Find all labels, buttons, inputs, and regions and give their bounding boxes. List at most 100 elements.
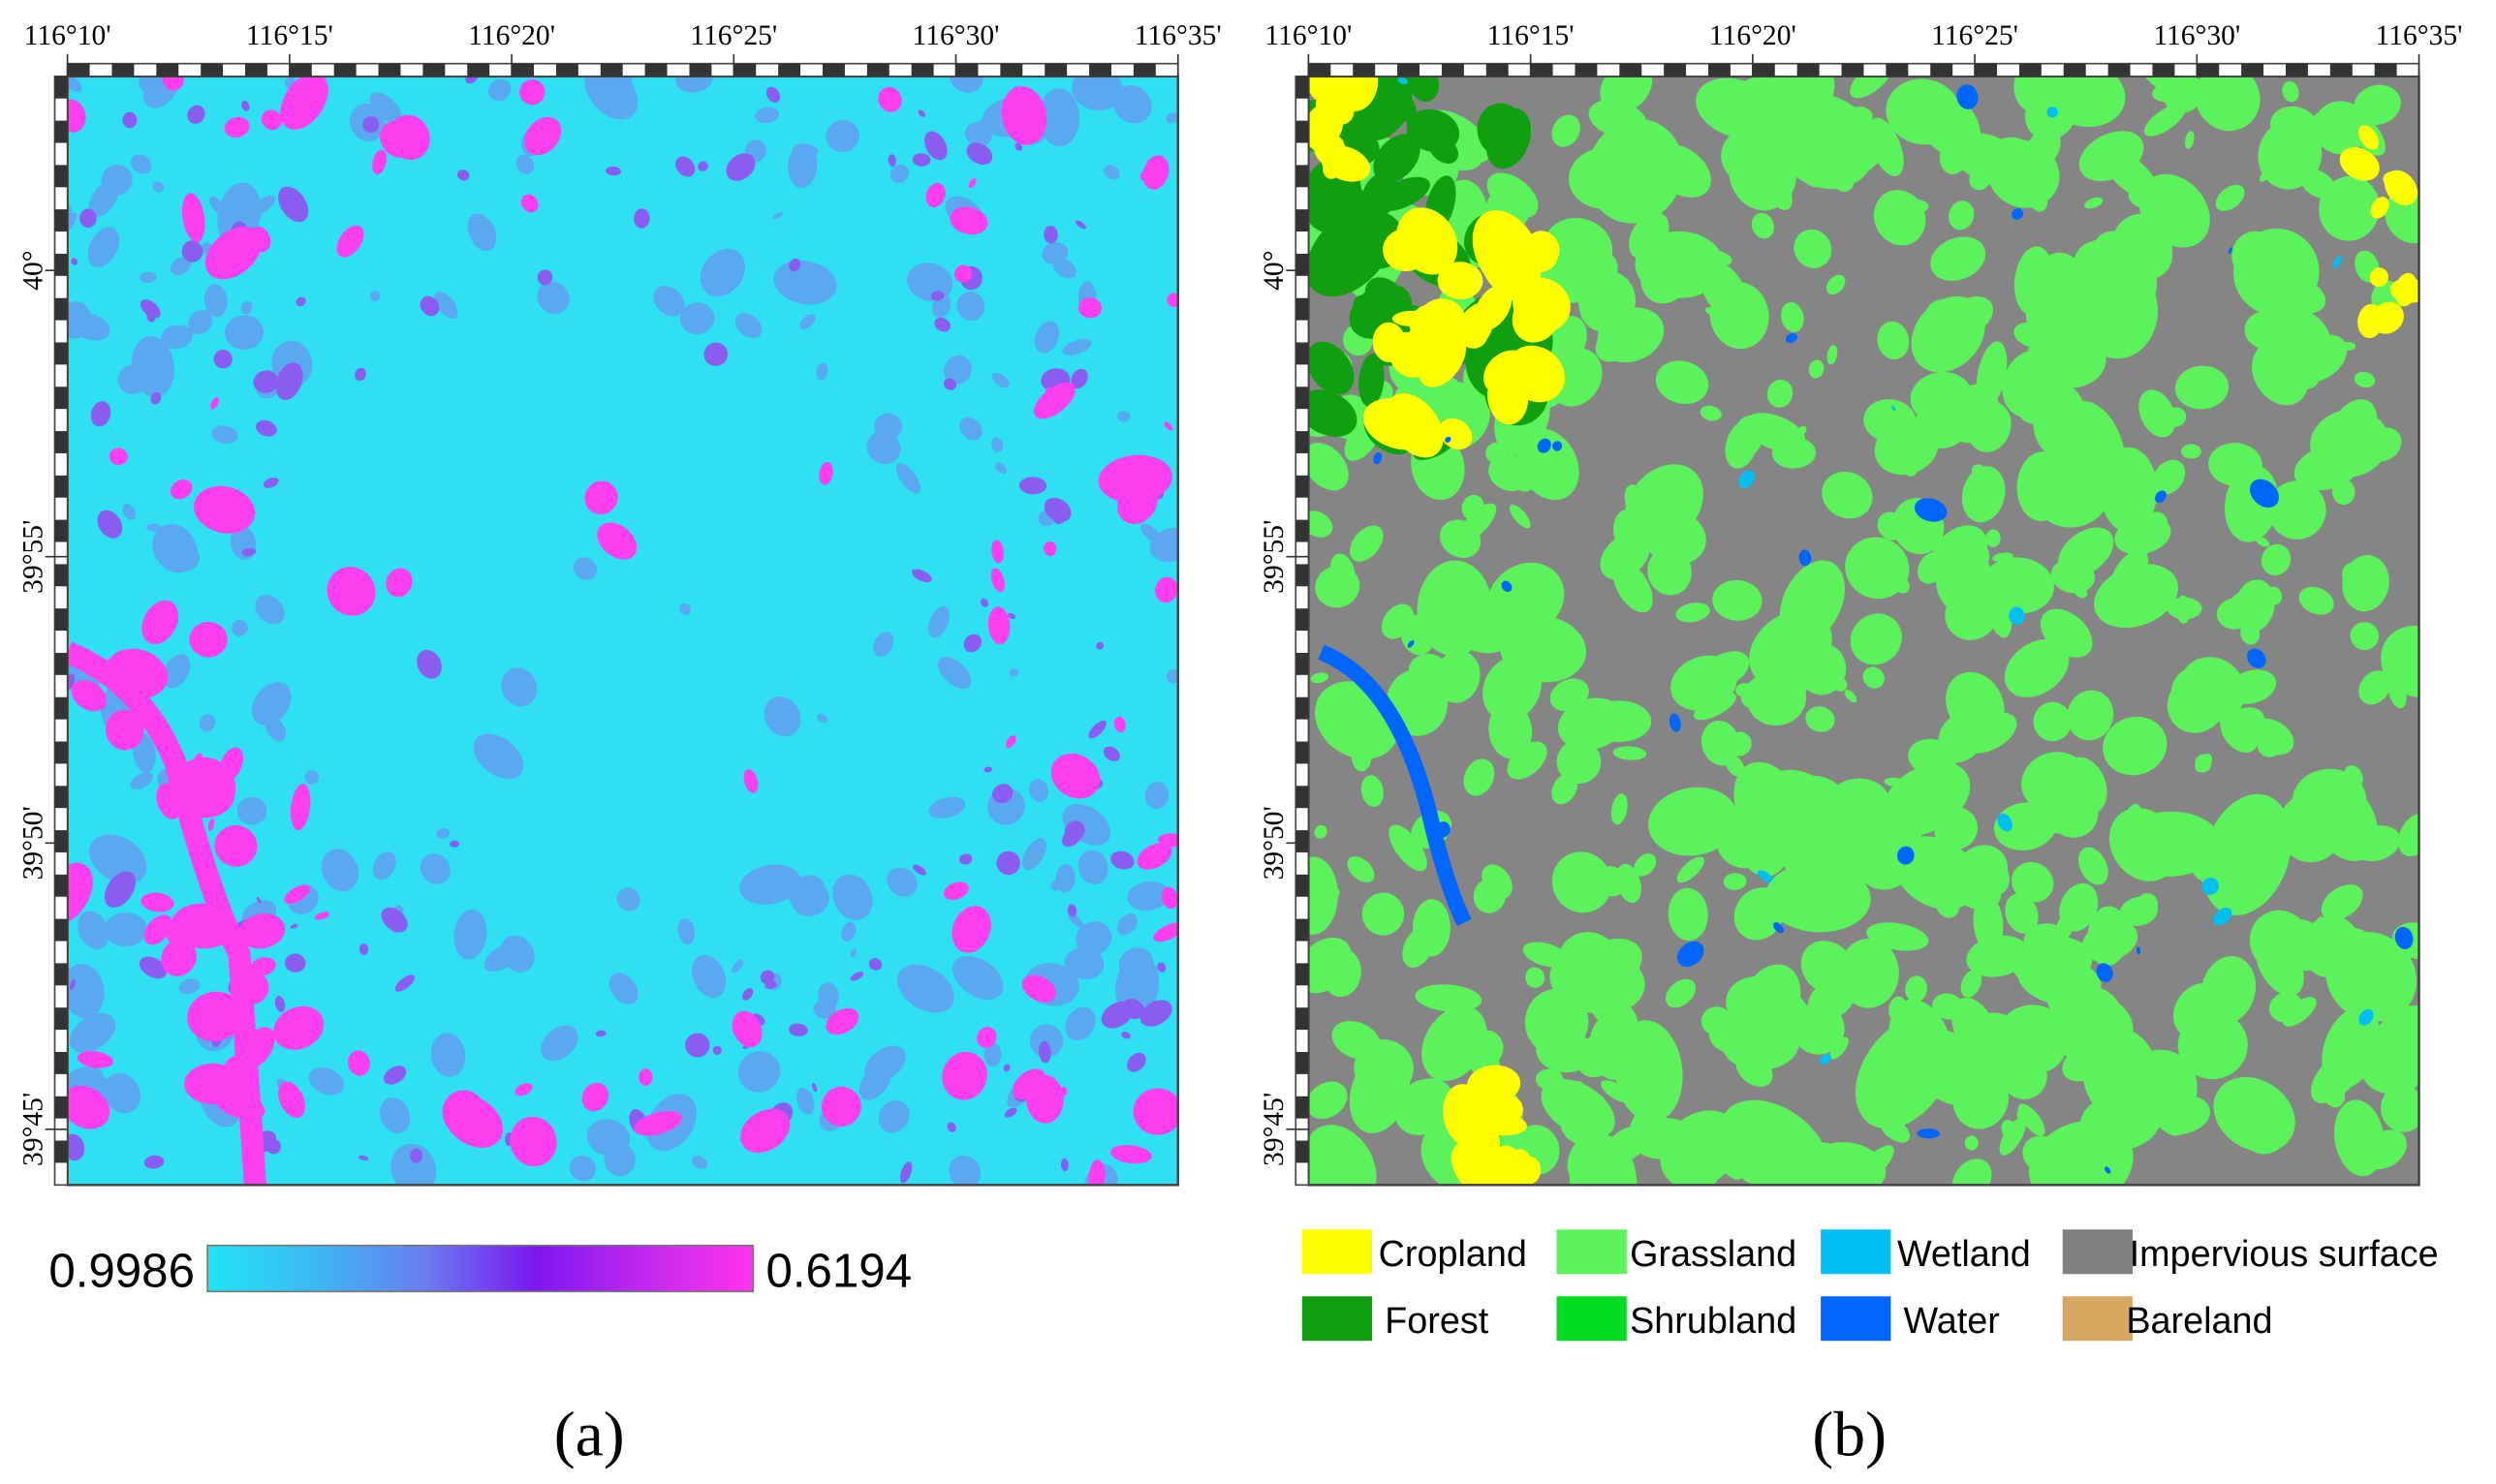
lon-tick-label: 116°10' [1264, 20, 1352, 51]
map-patch [1388, 824, 1427, 872]
map-patch [740, 1108, 791, 1154]
map-patch [1850, 76, 1894, 99]
map-patch [326, 1074, 341, 1087]
frame-segment [2329, 63, 2353, 77]
map-patch [104, 912, 147, 946]
map-patch [966, 142, 993, 166]
frame-segment [54, 874, 68, 897]
map-patch [1077, 297, 1103, 319]
map-raster [1308, 76, 2419, 1186]
map-patch [2005, 893, 2039, 935]
map-patch [2350, 622, 2380, 651]
map-patch [878, 86, 902, 112]
map-patch [597, 522, 638, 560]
frame-segment [54, 786, 68, 809]
frame-segment [1295, 696, 1309, 720]
map-patch [519, 78, 546, 106]
map-patch [968, 177, 977, 189]
map-patch [1524, 231, 1560, 268]
map-patch [868, 958, 883, 971]
map-patch [236, 796, 267, 825]
map-patch [1361, 172, 1399, 218]
frame-segment [1295, 1096, 1309, 1119]
map-patch [1640, 252, 1689, 304]
map-patch [1360, 775, 1384, 807]
map-patch [181, 193, 205, 243]
map-patch [1407, 639, 1415, 648]
lat-tick-label: 40° [1259, 250, 1290, 290]
map-patch [515, 1083, 533, 1097]
map-patch [1058, 112, 1073, 122]
map-patch [963, 634, 983, 653]
map-patch [1896, 846, 1915, 865]
map-patch [2310, 110, 2343, 143]
map-patch [442, 1090, 486, 1136]
map-patch [755, 107, 780, 124]
map-patch [1820, 1054, 1832, 1065]
map-patch [241, 547, 257, 557]
frame-segment [1295, 652, 1309, 675]
frame-segment [1295, 564, 1309, 587]
map-patch [1612, 561, 1653, 613]
frame-segment [1295, 209, 1309, 232]
map-patch [71, 680, 108, 712]
map-patch [1884, 777, 1907, 788]
lon-tick-label: 116°25' [690, 20, 777, 51]
map-patch [874, 413, 902, 441]
map-patch [1700, 405, 1722, 421]
frame-segment [1752, 63, 1775, 77]
map-patch [1960, 969, 1982, 998]
map-patch [2298, 586, 2334, 615]
map-patch [1321, 145, 1371, 182]
frame-segment [866, 63, 889, 77]
map-patch [224, 116, 250, 139]
map-patch [2256, 537, 2270, 547]
map-patch [255, 595, 285, 625]
map-patch [639, 1068, 653, 1086]
frame-segment [1295, 165, 1309, 188]
frame-segment [1353, 63, 1376, 77]
frame-segment [54, 431, 68, 453]
frame-segment [54, 120, 68, 143]
map-patch [359, 943, 369, 955]
map-patch [1985, 529, 2001, 547]
map-patch [256, 896, 262, 904]
map-patch [1720, 1099, 1829, 1186]
map-patch [1961, 466, 2006, 523]
map-patch [1121, 1032, 1131, 1039]
frame-segment [54, 165, 68, 188]
map-patch [1956, 84, 1979, 109]
map-patch [1932, 993, 1964, 1020]
map-patch [369, 92, 402, 124]
map-patch [2031, 452, 2112, 528]
map-patch [1665, 978, 1697, 1008]
lat-tick-label: 40° [17, 250, 48, 290]
lat-tick-label: 39°45' [1259, 1093, 1290, 1166]
map-patch [811, 1082, 818, 1093]
map-patch [140, 892, 174, 912]
map-patch [204, 227, 262, 280]
map-patch [1463, 758, 1495, 796]
frame-segment [1575, 63, 1598, 77]
map-patch [956, 292, 985, 322]
map-patch [2184, 131, 2195, 149]
map-patch [1493, 246, 1523, 292]
map-patch [2078, 847, 2108, 885]
legend-label: Water [1904, 1301, 2000, 1342]
map-patch [1050, 753, 1101, 799]
map-patch [2164, 407, 2187, 427]
map-patch [819, 461, 833, 485]
map-patch [1781, 302, 1804, 332]
frame-segment [201, 63, 224, 77]
map-patch [208, 196, 227, 216]
map-patch [1569, 713, 1591, 741]
map-patch [130, 772, 153, 789]
map-patch [77, 1051, 113, 1068]
map-patch [362, 116, 380, 134]
map-patch [1383, 229, 1429, 272]
map-patch [104, 871, 137, 909]
map-patch [170, 257, 192, 275]
map-patch [1501, 580, 1513, 593]
map-patch [732, 1010, 763, 1048]
frame-segment [1295, 786, 1309, 809]
